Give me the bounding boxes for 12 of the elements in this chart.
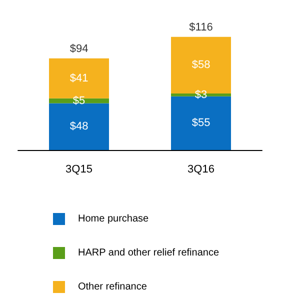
legend-label: HARP and other relief refinance bbox=[78, 248, 220, 258]
legend-label: Other refinance bbox=[78, 282, 148, 292]
total-label: $94 bbox=[70, 42, 88, 55]
x-tick-label: 3Q16 bbox=[188, 164, 214, 176]
data-label: $41 bbox=[70, 72, 88, 84]
x-tick-label: 3Q15 bbox=[66, 164, 92, 176]
data-label: $55 bbox=[192, 117, 210, 130]
legend-label: Home purchase bbox=[78, 214, 150, 224]
data-label: $58 bbox=[192, 59, 210, 72]
total-label: $116 bbox=[189, 21, 213, 34]
bar bbox=[49, 103, 109, 150]
data-label: $48 bbox=[70, 120, 88, 133]
